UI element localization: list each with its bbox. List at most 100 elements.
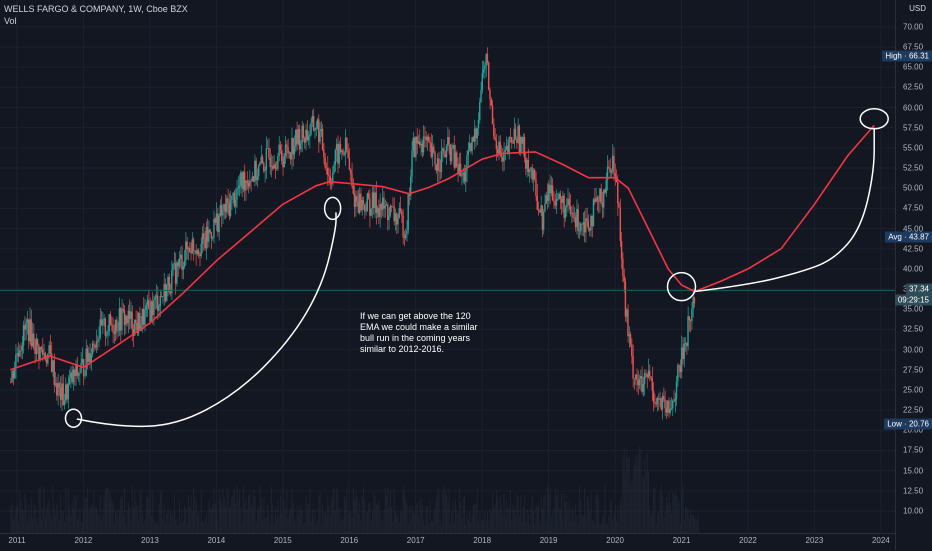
volume-bar xyxy=(226,486,228,533)
candle-body xyxy=(113,331,115,334)
volume-bar xyxy=(58,518,60,533)
volume-bar xyxy=(348,510,350,533)
candle-body xyxy=(688,316,691,321)
volume-bar xyxy=(125,524,127,533)
volume-bar xyxy=(522,506,524,533)
candle-body xyxy=(568,198,570,206)
volume-bar xyxy=(24,493,26,533)
candle-body xyxy=(247,182,250,187)
candle-body xyxy=(367,193,370,199)
price-axis[interactable] xyxy=(895,0,932,550)
candle-body xyxy=(117,330,119,332)
volume-bar xyxy=(39,486,41,533)
volume-bar xyxy=(538,503,540,533)
candle-body xyxy=(467,149,469,156)
volume-bar xyxy=(228,508,230,533)
volume-bar xyxy=(263,497,265,533)
candle-body xyxy=(25,322,27,330)
volume-bar xyxy=(337,492,339,533)
candle-body xyxy=(554,202,556,206)
volume-bar xyxy=(325,515,327,533)
projection-line xyxy=(694,124,875,293)
volume-bar xyxy=(194,496,196,533)
candle-body xyxy=(551,185,554,201)
candle-body xyxy=(176,262,178,284)
candle-body xyxy=(54,383,57,385)
candle-body xyxy=(213,218,215,238)
chart-canvas[interactable] xyxy=(0,0,895,533)
candle-body xyxy=(503,151,505,162)
volume-bar xyxy=(324,511,326,533)
volume-bar xyxy=(26,521,28,533)
volume-bar xyxy=(15,507,17,533)
volume-bar xyxy=(534,523,536,533)
volume-bar xyxy=(626,449,628,533)
candle-body xyxy=(479,101,481,120)
volume-bar xyxy=(260,498,262,533)
candle-body xyxy=(504,150,506,152)
volume-bar xyxy=(605,524,607,533)
candle-body xyxy=(30,319,32,347)
volume-bar xyxy=(78,516,80,533)
volume-bar xyxy=(487,511,489,533)
candle-body xyxy=(378,207,380,217)
candle-body xyxy=(127,310,130,324)
volume-bar xyxy=(300,504,302,533)
chart-area[interactable] xyxy=(0,0,895,533)
candle-body xyxy=(545,195,547,204)
volume-bar xyxy=(296,505,298,533)
price-tick-label: 12.50 xyxy=(903,486,924,496)
candle-body xyxy=(342,150,344,155)
volume-bar xyxy=(95,507,97,533)
candle-body xyxy=(34,348,36,354)
volume-bar xyxy=(244,502,246,533)
volume-label[interactable]: Vol xyxy=(4,16,17,26)
candle-body xyxy=(532,169,535,180)
candle-body xyxy=(153,299,155,315)
volume-bar xyxy=(126,510,128,533)
volume-bar xyxy=(594,524,596,533)
currency-label[interactable]: USD xyxy=(909,4,926,13)
volume-bar xyxy=(268,512,270,533)
candle-body xyxy=(398,208,400,218)
candle-body xyxy=(155,295,158,297)
candle-body xyxy=(410,176,412,196)
candle-body xyxy=(315,127,317,130)
candle-body xyxy=(677,365,679,382)
drawing-circle-3 xyxy=(859,108,889,130)
volume-bar xyxy=(539,524,541,533)
candle-body xyxy=(229,199,232,217)
volume-bar xyxy=(608,515,610,533)
volume-bar xyxy=(38,487,40,533)
candle-body xyxy=(486,54,489,63)
candle-body xyxy=(670,408,673,410)
candle-body xyxy=(413,137,416,157)
candle-body xyxy=(310,122,312,135)
candle-body xyxy=(629,334,632,345)
candle-body xyxy=(233,192,236,207)
volume-bar xyxy=(184,505,186,533)
volume-bar xyxy=(108,490,110,533)
price-tick-label: 22.50 xyxy=(903,405,924,415)
volume-bar xyxy=(695,519,697,533)
candle-body xyxy=(436,158,439,171)
time-tick-label: 2020 xyxy=(606,536,624,545)
candle-body xyxy=(71,372,73,383)
time-axis[interactable] xyxy=(0,533,895,551)
candle-body xyxy=(232,192,234,196)
candle-body xyxy=(481,72,483,90)
candle-body xyxy=(411,150,413,177)
candle-body xyxy=(372,192,375,208)
volume-bar xyxy=(533,512,535,533)
volume-bar xyxy=(623,447,625,533)
volume-bar xyxy=(621,496,623,533)
volume-bar xyxy=(549,487,551,533)
volume-bar xyxy=(163,505,165,533)
volume-bar xyxy=(208,500,210,533)
volume-bar xyxy=(143,524,145,533)
symbol-title[interactable]: WELLS FARGO & COMPANY, 1W, Cboe BZX xyxy=(4,4,188,14)
volume-bar xyxy=(21,508,23,533)
candle-body xyxy=(518,125,521,154)
volume-bar xyxy=(210,509,212,533)
candle-body xyxy=(328,174,330,177)
